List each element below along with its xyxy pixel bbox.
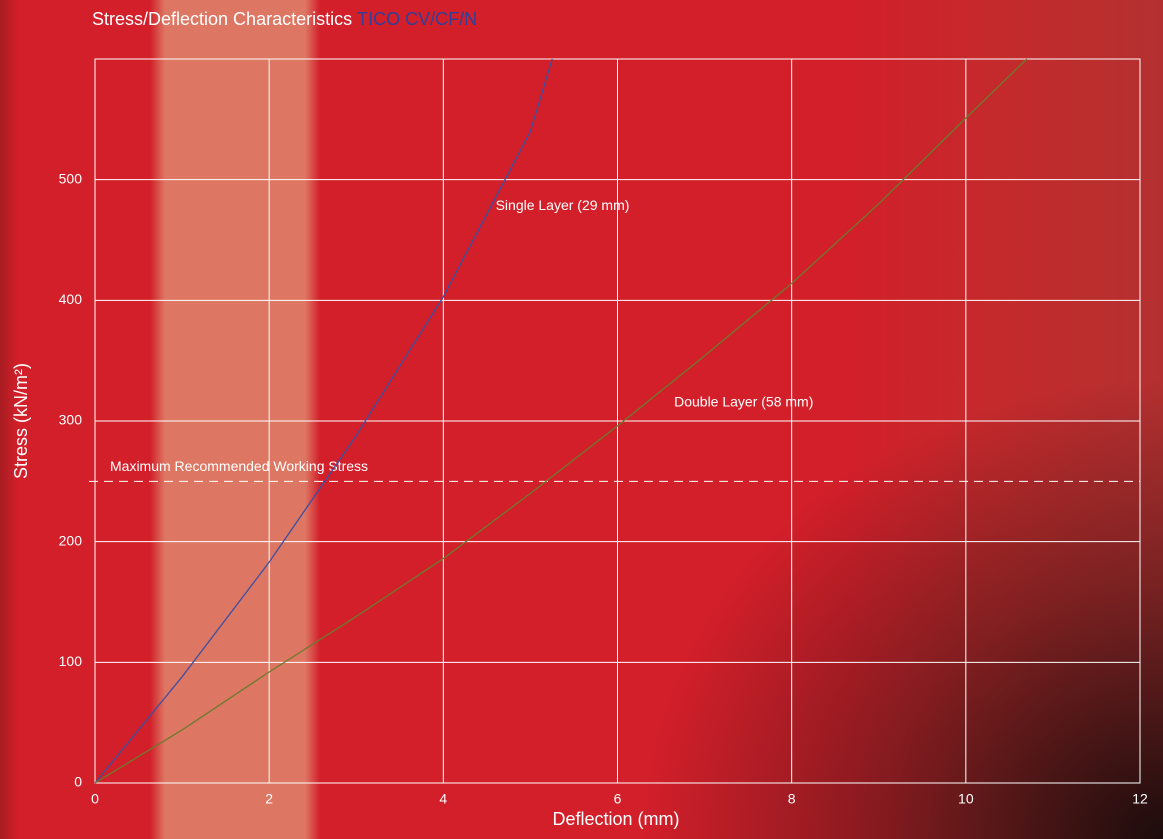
x-tick-label: 4 — [439, 791, 447, 807]
x-tick-label: 2 — [265, 791, 273, 807]
series-line — [94, 58, 553, 784]
y-axis-label: Stress (kN/m²) — [11, 363, 31, 479]
y-tick-label: 300 — [59, 412, 83, 428]
y-tick-label: 200 — [59, 532, 83, 548]
x-tick-label: 0 — [91, 791, 99, 807]
y-tick-label: 500 — [59, 170, 83, 186]
x-axis-label: Deflection (mm) — [552, 809, 679, 829]
y-tick-label: 0 — [74, 774, 82, 790]
series-line — [94, 58, 1028, 784]
title: Stress/Deflection Characteristics — [92, 9, 352, 29]
x-tick-label: 12 — [1132, 791, 1148, 807]
chart-title: Stress/Deflection Characteristics TICO CV… — [92, 9, 477, 29]
series-label: Single Layer (29 mm) — [496, 197, 630, 213]
x-tick-label: 10 — [958, 791, 974, 807]
x-tick-label: 6 — [614, 791, 622, 807]
y-tick-label: 100 — [59, 653, 83, 669]
reference-label: Maximum Recommended Working Stress — [110, 458, 368, 474]
y-tick-label: 400 — [59, 291, 83, 307]
x-tick-label: 8 — [788, 791, 796, 807]
subtitle: TICO CV/CF/N — [357, 9, 477, 29]
series-label: Double Layer (58 mm) — [674, 394, 813, 410]
